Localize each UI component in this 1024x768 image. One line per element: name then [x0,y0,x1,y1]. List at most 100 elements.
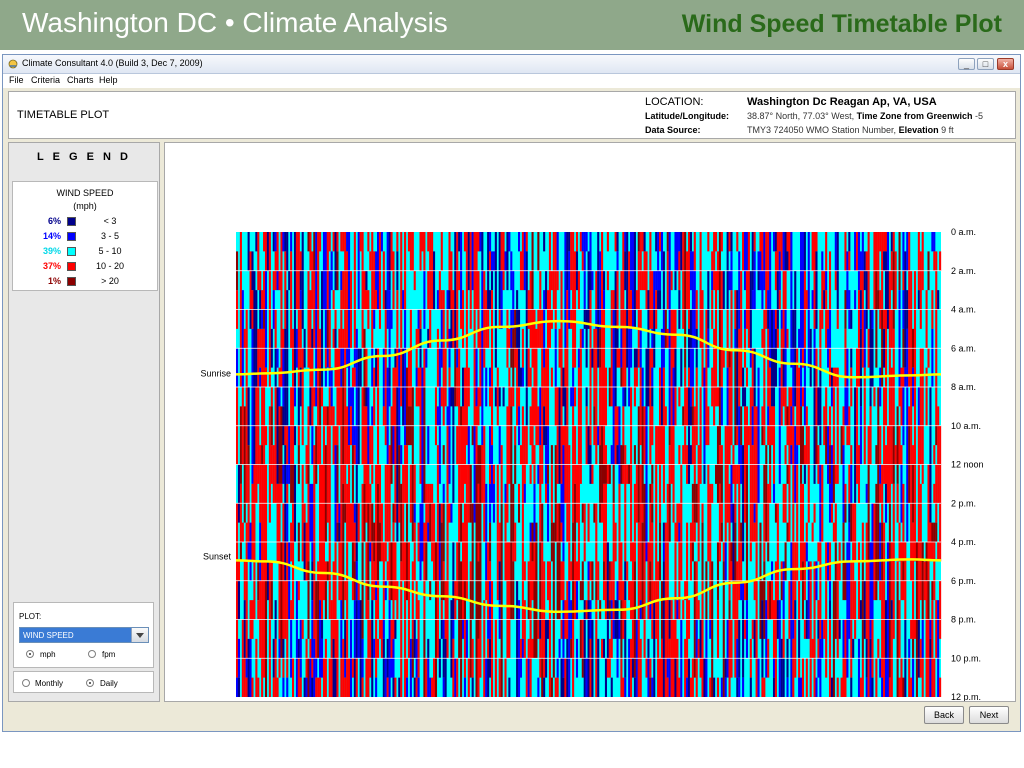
source-value: TMY3 724050 WMO Station Number, [747,125,897,135]
next-button[interactable]: Next [969,706,1009,724]
heatmap-cell [668,638,671,659]
heatmap-cell [805,522,808,543]
heatmap-cell [504,251,507,271]
heatmap-cell [884,309,888,426]
heatmap-cell [807,232,810,368]
heatmap-cell [803,464,806,484]
heatmap-cell [322,658,325,697]
heatmap-cell [433,658,436,697]
heatmap-cell [761,232,764,271]
heatmap-cell [261,445,264,465]
heatmap-cell [666,658,669,678]
heatmap-cell [334,542,337,659]
heatmap-cell [382,406,385,426]
heatmap-cell [483,425,486,542]
heatmap-cell [539,619,542,639]
menu-help[interactable]: Help [99,75,118,85]
heatmap-cell [815,677,818,698]
mph-radio[interactable] [26,650,34,658]
menu-file[interactable]: File [9,75,24,85]
dropdown-button[interactable] [131,628,148,642]
heatmap-cell [589,290,592,446]
heatmap-cell [805,406,808,465]
heatmap-cell [319,677,322,698]
heatmap-cell [798,619,801,659]
heatmap-cell [280,483,283,504]
heatmap-cell [388,232,391,291]
back-button[interactable]: Back [924,706,964,724]
heatmap-cell [444,580,447,639]
heatmap-cell [805,658,808,697]
heatmap-cell [724,425,727,542]
heatmap-cell [738,619,741,678]
plot-dropdown[interactable]: WIND SPEED [19,627,149,643]
heatmap-cell [570,309,573,329]
heatmap-cell [502,232,505,291]
heatmap-cell [293,387,297,407]
heatmap-cell [902,677,905,698]
heatmap-cell [465,464,468,601]
heatmap-cell [879,425,882,465]
heatmap-cell [510,406,513,620]
heatmap-cell [715,270,718,407]
maximize-button[interactable]: □ [977,58,994,70]
heatmap-cell [767,580,770,620]
heatmap-cell [545,619,548,678]
heatmap-cell [373,251,376,310]
heatmap-cell [554,232,557,329]
fpm-radio[interactable] [88,650,96,658]
heatmap-cell [884,658,888,697]
title-bar[interactable]: Climate Consultant 4.0 (Build 3, Dec 7, … [3,55,1020,74]
heatmap-cell [317,677,320,698]
minimize-button[interactable]: _ [958,58,975,70]
heatmap-cell [330,406,333,426]
heatmap-cell [844,483,847,504]
heatmap-cell [313,638,316,698]
heatmap-cell [595,309,598,329]
heatmap-cell [357,580,360,601]
heatmap-cell [695,561,698,620]
heatmap-cell [527,561,530,581]
heatmap-cell [745,464,748,601]
heatmap-cell [543,290,546,368]
legend-swatch [67,262,76,271]
daily-radio[interactable] [86,679,94,687]
heatmap-cell [546,619,550,639]
heatmap-cell [448,290,451,310]
heatmap-cell [564,348,567,387]
heatmap-cell [786,464,789,484]
heatmap-cell [545,483,548,504]
heatmap-cell [448,232,451,291]
heatmap-cell [668,425,671,446]
heatmap-cell [771,309,774,407]
heatmap-cell [604,483,607,620]
heatmap-cell [411,561,414,639]
legend-swatch [67,217,76,226]
heatmap-cell [259,367,262,388]
heatmap-cell [788,232,791,271]
menu-criteria[interactable]: Criteria [31,75,61,85]
heatmap-cell [554,387,557,426]
heatmap-cell [859,328,862,407]
heatmap-cell [817,619,820,639]
source-label: Data Source: [645,125,701,135]
heatmap-cell [641,522,644,620]
heatmap-cell [292,503,295,620]
heatmap-cell [365,387,368,407]
heatmap-cell [554,445,557,543]
heatmap-cell [678,387,681,407]
heatmap-cell [919,251,922,329]
heatmap-cell [738,677,741,698]
close-button[interactable]: x [997,58,1014,70]
heatmap-cell [297,638,300,659]
heatmap-cell [348,658,351,697]
heatmap-cell [846,425,849,446]
heatmap-cell [572,232,575,368]
heatmap-cell [568,580,571,697]
heatmap-cell [601,232,604,426]
menu-charts[interactable]: Charts [67,75,94,85]
monthly-radio[interactable] [22,679,30,687]
heatmap-cell [879,522,882,581]
heatmap-cell [485,580,488,601]
heatmap-cell [471,677,474,698]
